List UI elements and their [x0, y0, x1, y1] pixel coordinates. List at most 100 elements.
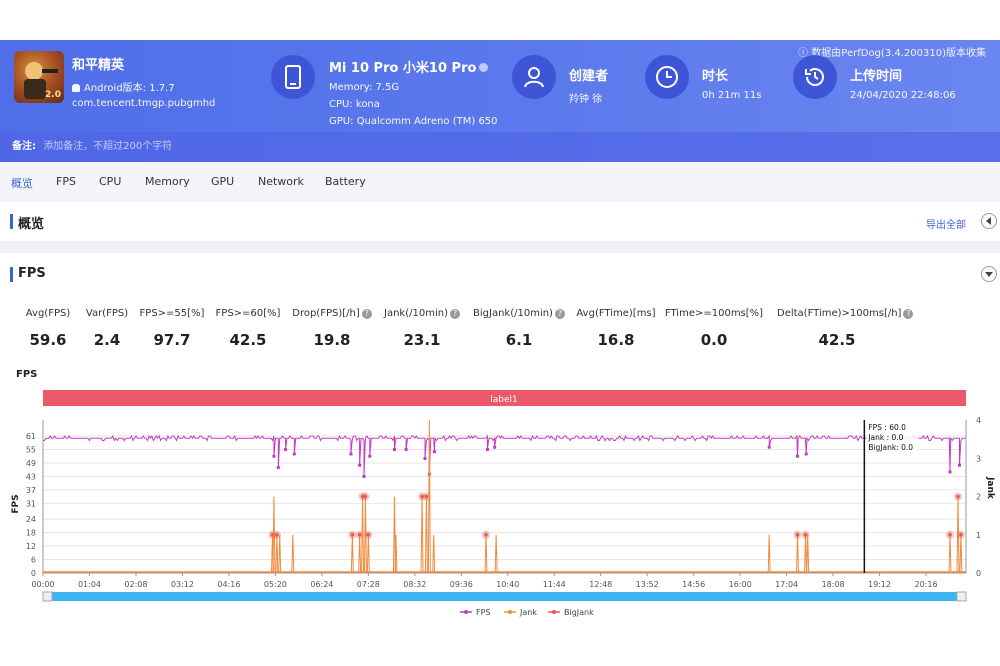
bigjank-point — [484, 532, 488, 537]
fps-dip-point — [423, 456, 427, 460]
app-package: com.tencent.tmgp.pubgmhd — [72, 98, 216, 109]
tab-battery[interactable]: Battery — [325, 175, 366, 188]
stat-4: Drop(FPS)[/h]? 19.8 — [272, 308, 392, 349]
jank-spike — [366, 534, 370, 574]
y-right-tick-label: 0 — [976, 569, 981, 578]
range-handle-right[interactable] — [956, 591, 967, 602]
fps-dip-point — [349, 452, 353, 456]
fps-dip-point — [432, 450, 436, 454]
app-info: 和平精英 Android版本: 1.7.7 com.tencent.tmgp.p… — [72, 54, 215, 109]
stat-5: Jank(/10min)? 23.1 — [362, 308, 482, 349]
app-version-badge: 2.0 — [45, 90, 61, 100]
y-right-tick-label: 4 — [976, 416, 981, 425]
tab-network[interactable]: Network — [258, 175, 304, 188]
x-tick-label: 04:16 — [217, 580, 240, 589]
fps-chart: label10612182431374349556101234FPSJank00… — [11, 390, 995, 617]
bigjank-point — [357, 532, 362, 537]
stat-label-text: Avg(FPS) — [25, 308, 71, 319]
section-divider — [0, 241, 1000, 253]
jank-spike — [361, 496, 365, 574]
caret-down-icon — [985, 272, 993, 277]
y-tick-label: 0 — [31, 569, 36, 578]
report-header: ⓘ 数据由PerfDog(3.4.200310)版本收集 2.0 和平精英 An… — [0, 40, 1000, 162]
x-tick-label: 06:24 — [310, 580, 333, 589]
bigjank-point — [275, 532, 279, 537]
stat-value: 19.8 — [313, 331, 351, 349]
jank-spike — [494, 534, 498, 574]
app-name: 和平精英 — [72, 58, 125, 73]
x-tick-label: 08:32 — [403, 580, 426, 589]
fps-dip-point — [276, 465, 280, 469]
help-icon[interactable]: ? — [361, 309, 372, 319]
stat-value: 23.1 — [403, 331, 441, 349]
tab-bar: 概览 FPS CPU Memory GPU Network Battery — [0, 162, 1000, 202]
fps-dip-point — [767, 445, 771, 449]
stat-label: Jank(/10min)? — [362, 308, 482, 319]
tooltip-line: BigJank: 0.0 — [868, 443, 913, 452]
jank-spike — [358, 534, 362, 574]
legend-label[interactable]: FPS — [476, 608, 491, 617]
jank-spike — [420, 496, 424, 574]
legend-label[interactable]: BigJank — [564, 608, 594, 617]
fps-dip-point — [358, 463, 362, 467]
tab-gpu[interactable]: GPU — [211, 175, 235, 188]
range-handle-left[interactable] — [42, 591, 53, 602]
device-name: Mi 10 Pro 小米10 Pro — [329, 61, 477, 76]
collapse-down-button[interactable] — [981, 266, 997, 282]
stat-label-text: Var(FPS) — [85, 308, 129, 319]
x-tick-label: 07:28 — [357, 580, 380, 589]
fps-dip-point — [957, 463, 961, 467]
android-version-text: Android版本: 1.7.7 — [84, 83, 175, 94]
chart-title: FPS — [16, 369, 38, 380]
stat-7: Avg(FTime)[ms] 16.8 — [556, 308, 676, 349]
jank-spike — [291, 534, 295, 574]
device-info-icon[interactable] — [479, 63, 489, 72]
stat-label-text: Delta(FTime)>100ms[/h] — [777, 308, 902, 319]
jank-spike — [427, 419, 431, 574]
legend-swatch-dot[interactable] — [552, 610, 556, 614]
stat-label: Delta(FTime)>100ms[/h]? — [777, 308, 914, 319]
tab-cpu[interactable]: CPU — [99, 175, 122, 188]
tab-overview[interactable]: 概览 — [11, 177, 33, 190]
bigjank-point — [956, 494, 960, 499]
help-icon[interactable]: ? — [554, 309, 565, 319]
duration-title: 时长 — [702, 69, 729, 84]
tab-fps[interactable]: FPS — [56, 175, 76, 188]
legend-label[interactable]: Jank — [519, 608, 537, 617]
fps-section-title: FPS — [10, 266, 46, 282]
bigjank-point — [795, 532, 800, 537]
user-icon — [512, 55, 556, 99]
stat-6: BigJank(/10min)? 6.1 — [459, 308, 579, 349]
jank-spike — [432, 534, 436, 574]
x-tick-label: 05:20 — [264, 580, 287, 589]
overview-title: 概览 — [10, 213, 44, 232]
help-icon[interactable]: ? — [903, 309, 914, 319]
fps-dip-point — [284, 447, 288, 451]
help-icon[interactable]: ? — [449, 309, 460, 319]
label-band-text: label1 — [490, 395, 518, 405]
bigjank-point — [360, 494, 365, 499]
fps-dip-point — [796, 454, 800, 458]
y-tick-label: 18 — [26, 529, 36, 538]
data-source-text: 数据由PerfDog(3.4.200310)版本收集 — [811, 48, 986, 59]
x-tick-label: 18:08 — [822, 580, 845, 589]
range-scrollbar[interactable] — [43, 592, 966, 601]
remark-input[interactable]: 添加备注，不超过200个字符 — [43, 141, 173, 152]
y-right-tick-label: 1 — [976, 531, 981, 540]
legend-swatch-dot[interactable] — [508, 610, 512, 614]
y-tick-label: 55 — [26, 445, 36, 454]
legend-swatch-dot[interactable] — [464, 610, 468, 614]
tab-memory[interactable]: Memory — [145, 175, 190, 188]
stat-label: Drop(FPS)[/h]? — [272, 308, 392, 319]
stat-label: Avg(FTime)[ms] — [556, 308, 676, 319]
x-tick-label: 14:56 — [682, 580, 705, 589]
collapse-left-button[interactable] — [981, 213, 997, 229]
x-tick-label: 13:52 — [636, 580, 659, 589]
bigjank-point — [948, 532, 952, 537]
jank-spike — [806, 534, 810, 574]
export-all-link[interactable]: 导出全部 — [926, 220, 966, 231]
data-source-note: ⓘ 数据由PerfDog(3.4.200310)版本收集 — [798, 44, 986, 59]
remark-label: 备注: — [12, 141, 36, 152]
stat-value: 42.5 — [229, 331, 267, 349]
stat-value: 59.6 — [29, 331, 67, 349]
